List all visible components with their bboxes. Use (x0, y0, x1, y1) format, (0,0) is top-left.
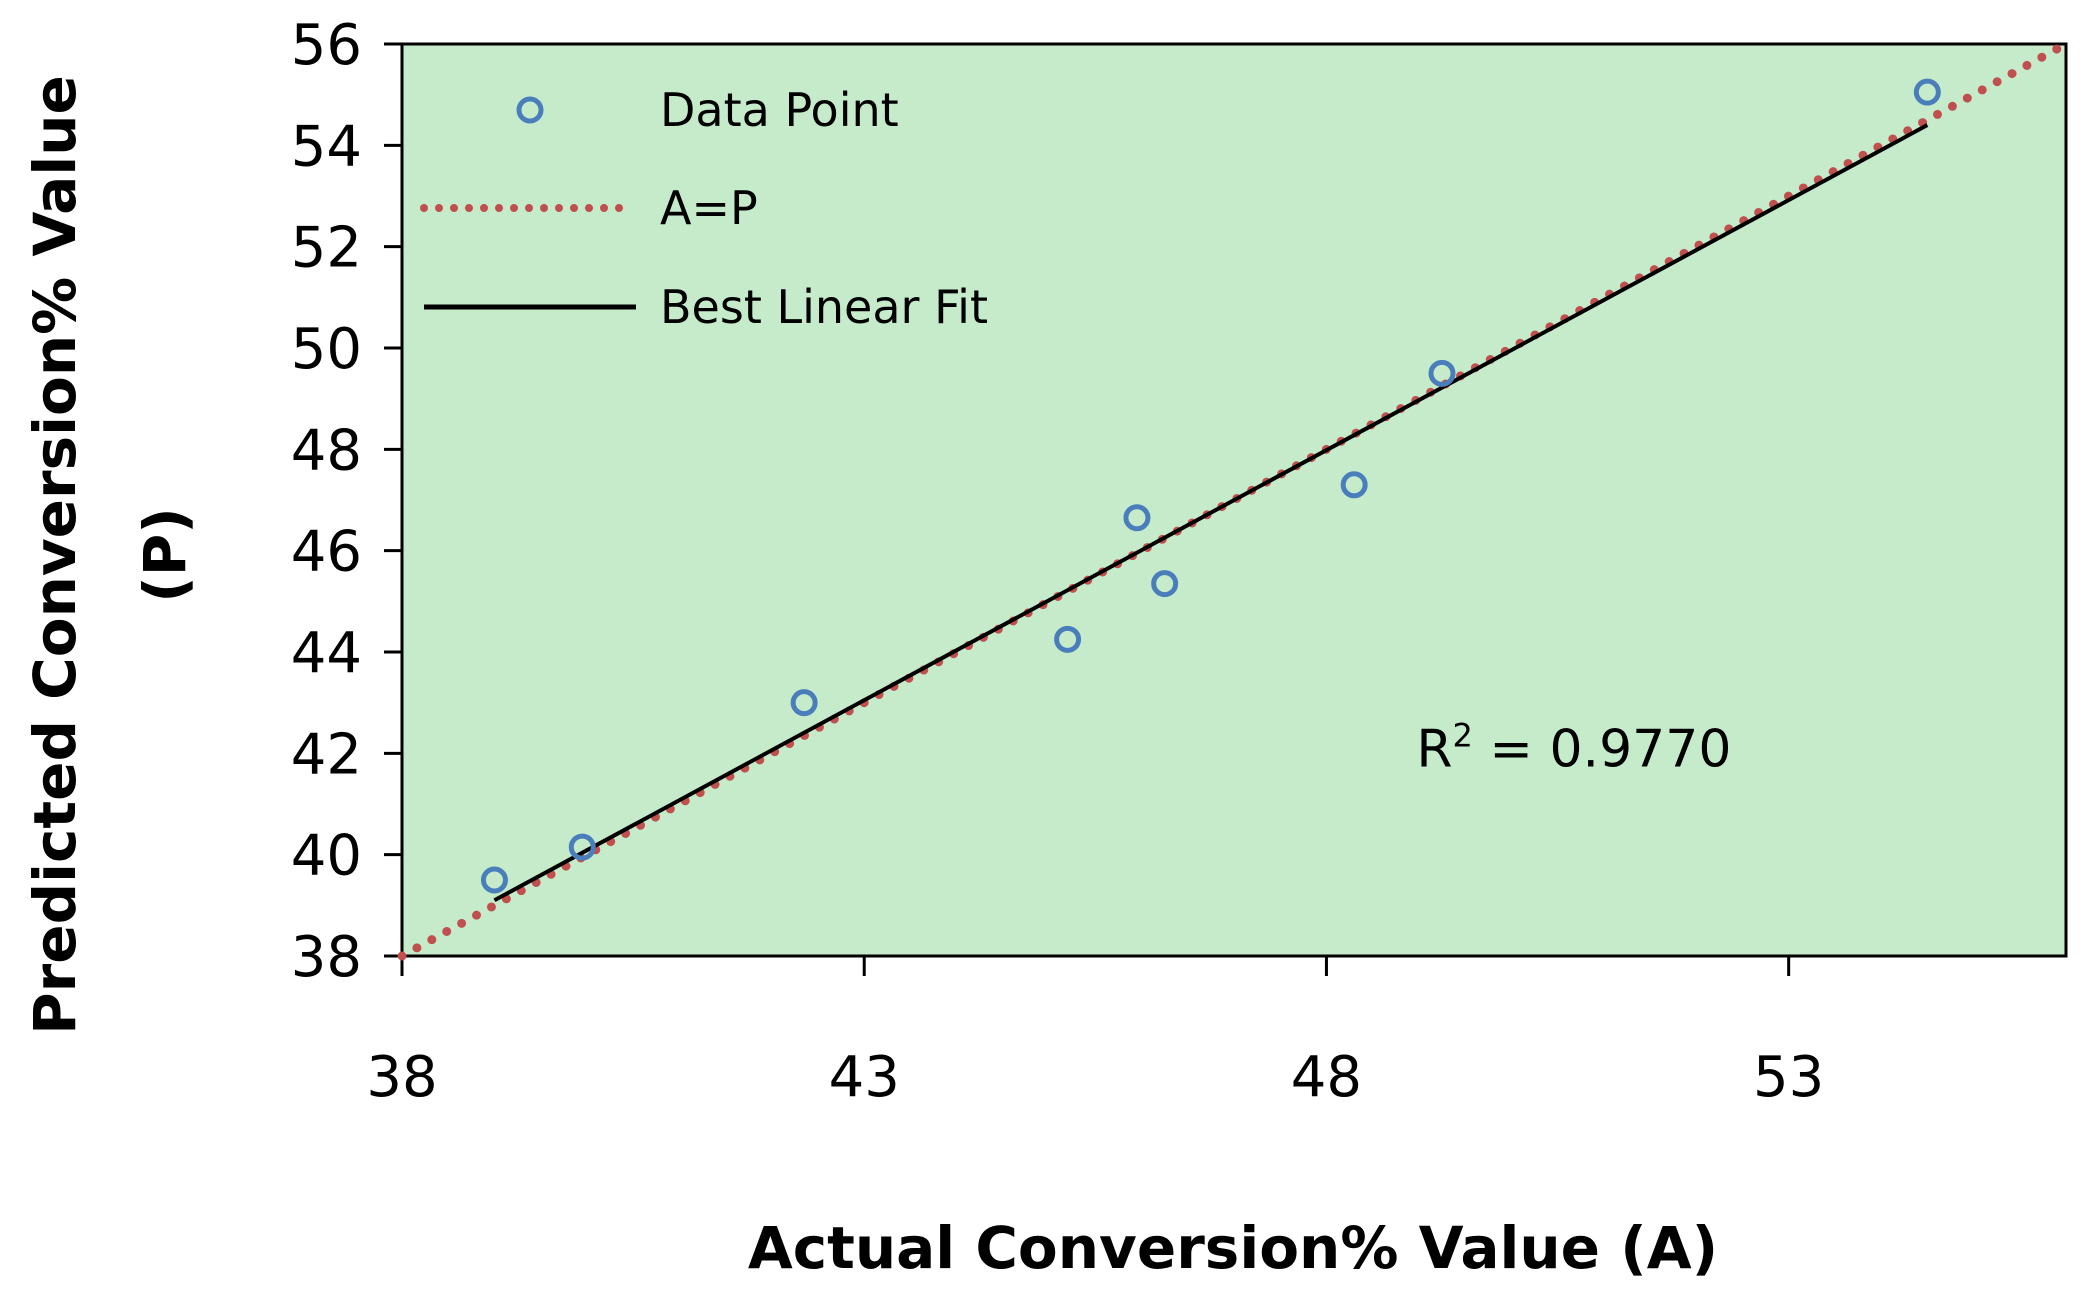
y-tick-label: 50 (291, 317, 362, 382)
y-tick-label: 54 (291, 114, 362, 179)
y-tick-label: 52 (291, 216, 362, 281)
r-squared-annotation: R2 = 0.9770 (1416, 716, 1731, 779)
data-point (1123, 504, 1151, 532)
best-fit-line (493, 123, 1929, 903)
legend-swatch-data-point (516, 96, 544, 124)
data-point (1151, 570, 1179, 598)
y-tick-label: 56 (291, 13, 362, 78)
series-layer (397, 39, 2071, 961)
legend-label: A=P (660, 181, 758, 235)
y-axis: 38 40 42 44 46 48 50 52 54 56 (291, 13, 402, 990)
y-tick-label: 40 (291, 824, 362, 889)
x-axis-title: Actual Conversion% Value (A) (748, 1214, 1718, 1282)
x-axis: 38 43 48 53 (366, 956, 1824, 1110)
data-point (1913, 78, 1941, 106)
data-point (1340, 471, 1368, 499)
data-point (1428, 359, 1456, 387)
y-axis-title: Predicted Conversion% Value (P) (21, 75, 199, 1035)
y-tick-label: 42 (291, 722, 362, 787)
data-point (480, 866, 508, 894)
x-tick-label: 48 (1291, 1045, 1362, 1110)
legend: Data Point A=P Best Linear Fit (420, 83, 988, 334)
y-tick-label: 46 (291, 520, 362, 585)
y-tick-label: 48 (291, 418, 362, 483)
data-point (1054, 625, 1082, 653)
legend-label: Best Linear Fit (660, 280, 988, 334)
data-point (568, 833, 596, 861)
x-tick-label: 38 (366, 1045, 437, 1110)
y-axis-title-line-1: Predicted Conversion% Value (21, 75, 89, 1035)
y-axis-title-line-2: (P) (131, 507, 199, 603)
y-tick-label: 44 (291, 621, 362, 686)
y-tick-label: 38 (291, 925, 362, 990)
x-tick-label: 43 (829, 1045, 900, 1110)
x-tick-label: 53 (1753, 1045, 1824, 1110)
data-point (790, 689, 818, 717)
legend-label: Data Point (660, 83, 899, 137)
